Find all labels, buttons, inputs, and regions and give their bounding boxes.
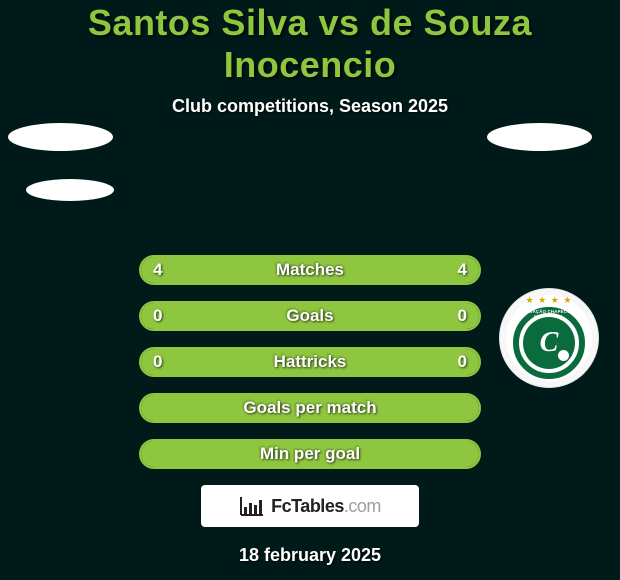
stat-value-left: 0 [153,306,162,326]
stat-row: 0 Hattricks 0 [139,347,481,377]
comparison-card: Santos Silva vs de Souza Inocencio Club … [0,0,620,580]
stat-label: Hattricks [274,352,347,372]
stat-value-left: 0 [153,352,162,372]
snapshot-date: 18 february 2025 [0,545,620,566]
chart-icon [239,495,265,517]
stat-value-left: 4 [153,260,162,280]
logo-brand: FcTables [271,496,344,516]
stat-value-right: 0 [458,306,467,326]
stat-fill-left [141,303,310,329]
stat-row: Min per goal [139,439,481,469]
stat-label: Matches [276,260,344,280]
stat-label: Goals [286,306,333,326]
stat-fill-right [310,303,479,329]
stat-label: Min per goal [260,444,360,464]
page-subtitle: Club competitions, Season 2025 [0,96,620,117]
site-logo: FcTables.com [201,485,419,527]
logo-tld: .com [344,496,381,516]
stats-rows: 4 Matches 4 0 Goals 0 0 Hattricks 0 Goals per mat… [0,255,620,469]
right-player-photo-placeholder [487,123,592,151]
stat-row: 4 Matches 4 [139,255,481,285]
page-title: Santos Silva vs de Souza Inocencio [0,2,620,86]
stat-value-right: 0 [458,352,467,372]
stat-row: 0 Goals 0 [139,301,481,331]
stat-row: Goals per match [139,393,481,423]
site-logo-text: FcTables.com [271,496,381,517]
stat-value-right: 4 [458,260,467,280]
left-player-club-placeholder [26,179,114,201]
left-player-photo-placeholder [8,123,113,151]
stat-label: Goals per match [243,398,376,418]
